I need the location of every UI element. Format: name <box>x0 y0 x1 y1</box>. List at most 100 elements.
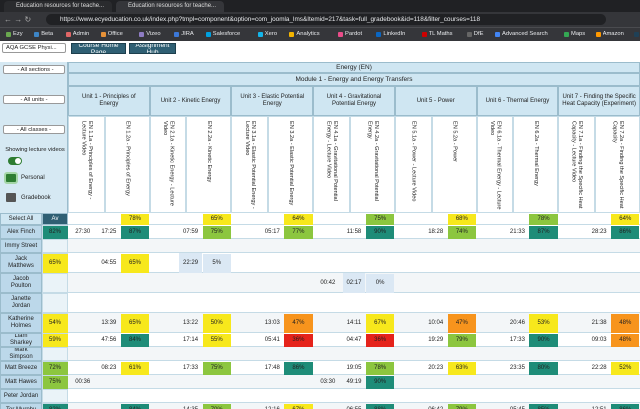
quiz-time[interactable]: 18:28 <box>428 229 444 235</box>
quiz-time[interactable]: 22:29 <box>179 253 202 273</box>
bookmark[interactable]: Advanced Search <box>502 31 548 37</box>
bookmark[interactable]: Pardot <box>345 31 363 37</box>
lesson-header[interactable]: EN 2.1a - Kinetic Energy - Lecture Video <box>149 116 187 213</box>
score-cell[interactable]: 90% <box>365 375 395 389</box>
quiz-time[interactable]: 13:39 <box>101 320 117 326</box>
quiz-time[interactable]: 17:14 <box>183 337 199 343</box>
score-cell[interactable]: 82% <box>42 403 68 409</box>
score-cell[interactable]: 78% <box>120 213 150 225</box>
score-cell[interactable]: 90% <box>529 333 558 347</box>
score-cell[interactable]: 36% <box>284 333 313 347</box>
bookmark[interactable]: Office <box>107 31 123 37</box>
lesson-header[interactable]: EN 4.1a - Gravitational Potential Energy… <box>313 116 350 213</box>
quiz-time[interactable]: 13:03 <box>264 320 280 326</box>
quiz-time[interactable]: 47:56 <box>101 337 117 343</box>
quiz-time[interactable]: 14:35 <box>179 403 202 409</box>
score-cell[interactable]: 47% <box>284 313 313 333</box>
video-time[interactable]: 00:36 <box>75 379 91 385</box>
score-cell[interactable]: 75% <box>365 213 395 225</box>
score-cell[interactable]: 63% <box>447 361 477 375</box>
score-cell[interactable]: 53% <box>529 313 558 333</box>
score-cell[interactable]: 80% <box>529 361 558 375</box>
score-cell[interactable]: 64% <box>611 213 640 225</box>
quiz-time[interactable]: 19:29 <box>428 337 444 343</box>
score-cell[interactable]: 78% <box>529 213 558 225</box>
student-name[interactable]: Katherine Holmes <box>0 313 42 333</box>
score-cell[interactable]: 70% <box>202 403 231 409</box>
score-cell[interactable]: 87% <box>529 225 558 239</box>
student-name[interactable]: Matt Hawes <box>0 375 42 389</box>
bookmark[interactable]: TL Maths <box>428 31 453 37</box>
bookmark[interactable]: Vizeo <box>146 31 161 37</box>
score-cell[interactable]: 0% <box>365 273 395 293</box>
score-cell[interactable]: 61% <box>120 361 150 375</box>
quiz-time[interactable]: 22:28 <box>591 365 607 371</box>
toolbar-button[interactable]: Course Home Page <box>71 43 126 54</box>
score-cell[interactable]: 36% <box>365 333 395 347</box>
quiz-time[interactable]: 19:05 <box>346 365 362 371</box>
unit-header[interactable]: Unit 7 - Finding the Specific Heat Capac… <box>558 86 640 116</box>
score-cell[interactable]: 65% <box>202 213 231 225</box>
score-cell[interactable]: 65% <box>120 313 150 333</box>
unit-header[interactable]: Unit 3 - Elastic Potential Energy <box>231 86 314 116</box>
nav-buttons[interactable]: ← → ↻ <box>4 15 32 24</box>
score-cell[interactable]: 55% <box>202 333 231 347</box>
lesson-header[interactable]: EN 4.2a - Gravitational Potential Energy <box>349 116 395 213</box>
lesson-header[interactable]: EN 1.2a - Principles of Energy <box>104 116 150 213</box>
score-cell[interactable]: 79% <box>447 333 477 347</box>
score-cell[interactable]: 86% <box>611 225 640 239</box>
score-cell[interactable]: 72% <box>42 361 68 375</box>
score-cell[interactable]: 65% <box>120 253 150 273</box>
quiz-time[interactable]: 49:19 <box>346 379 362 385</box>
quiz-time[interactable]: 05:17 <box>264 229 280 235</box>
quiz-time[interactable]: 12:16 <box>261 403 284 409</box>
lesson-header[interactable]: EN 3.2a - Elastic Potential Energy <box>268 116 314 213</box>
lesson-header[interactable]: EN 3.1a - Elastic Potential Energy - Lec… <box>231 116 269 213</box>
lesson-header[interactable]: EN 2.2a - Kinetic Energy <box>186 116 232 213</box>
bookmark[interactable]: Ezy <box>13 31 23 37</box>
score-cell[interactable]: 67% <box>365 313 395 333</box>
score-cell[interactable]: 64% <box>284 213 313 225</box>
score-cell[interactable]: 5% <box>202 253 231 273</box>
bookmark[interactable]: Xero <box>264 31 278 37</box>
course-select[interactable]: AQA GCSE Physi... <box>2 43 66 53</box>
toolbar-button[interactable]: Assignment Hub <box>129 43 176 54</box>
lesson-header[interactable]: EN 6.2a - Thermal Energy <box>513 116 559 213</box>
student-name[interactable]: Jack Matthews <box>0 253 42 273</box>
quiz-time[interactable]: 20:23 <box>428 365 444 371</box>
score-cell[interactable]: 68% <box>447 213 477 225</box>
score-cell[interactable]: 75% <box>42 375 68 389</box>
score-cell[interactable]: 75% <box>202 361 231 375</box>
select-all[interactable]: Select All <box>0 213 42 225</box>
video-time[interactable]: 00:42 <box>320 280 336 286</box>
score-cell[interactable]: 54% <box>42 313 68 333</box>
score-cell[interactable]: 48% <box>611 313 640 333</box>
score-cell[interactable]: 82% <box>42 225 68 239</box>
score-cell[interactable]: 88% <box>365 403 395 409</box>
score-cell[interactable]: 47% <box>447 313 477 333</box>
quiz-time[interactable]: 17:25 <box>101 229 117 235</box>
student-name[interactable]: Matt Breeze <box>0 361 42 375</box>
quiz-time[interactable]: 06:55 <box>343 403 366 409</box>
score-cell[interactable]: 48% <box>611 333 640 347</box>
lesson-header[interactable]: EN 5.2a - Power <box>431 116 477 213</box>
score-cell[interactable]: 67% <box>284 403 313 409</box>
bookmark[interactable]: JIRA <box>181 31 194 37</box>
score-cell[interactable]: 79% <box>447 403 477 409</box>
score-cell[interactable]: 59% <box>42 333 68 347</box>
bookmark[interactable]: Salesforce <box>212 31 241 37</box>
quiz-time[interactable]: 06:42 <box>424 403 447 409</box>
quiz-time[interactable]: 20:46 <box>509 320 525 326</box>
quiz-time[interactable]: 09:03 <box>591 337 607 343</box>
unit-header[interactable]: Unit 4 - Gravitational Potential Energy <box>313 86 395 116</box>
browser-tab[interactable]: Education resources for teache... <box>116 1 224 12</box>
score-cell[interactable]: 84% <box>120 403 150 409</box>
lesson-header[interactable]: EN 1.1a - Principles of Energy - Lecture… <box>68 116 105 213</box>
bookmark[interactable]: DfE <box>473 31 484 37</box>
score-cell[interactable]: 85% <box>529 403 558 409</box>
quiz-time[interactable]: 07:59 <box>183 229 199 235</box>
quiz-time[interactable]: 12:51 <box>588 403 611 409</box>
bookmark[interactable]: Maps <box>571 31 586 37</box>
score-cell[interactable]: 50% <box>202 313 231 333</box>
quiz-time[interactable]: 17:33 <box>183 365 199 371</box>
